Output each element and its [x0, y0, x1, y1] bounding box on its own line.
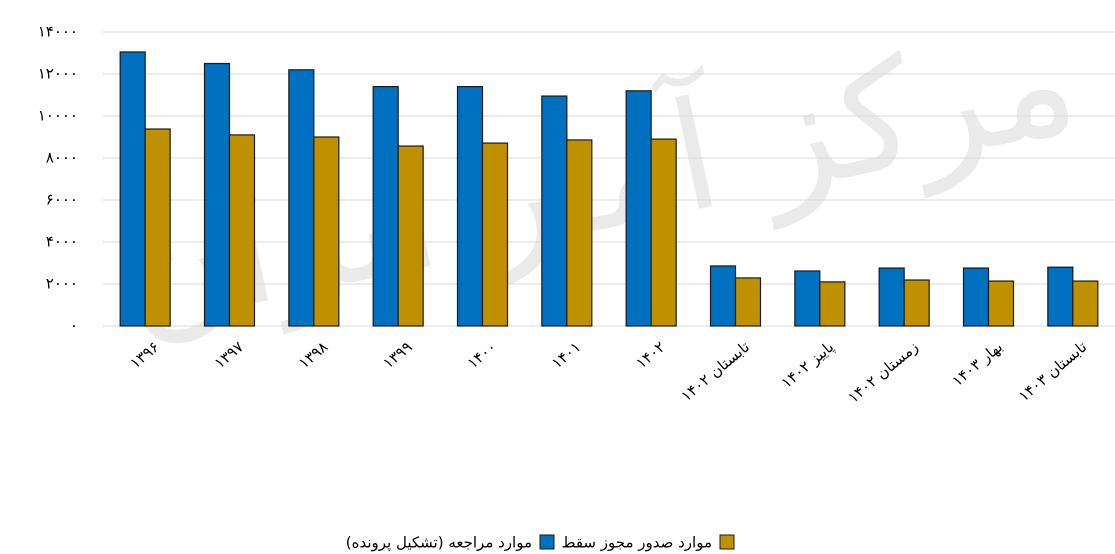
- bar: [119, 51, 146, 327]
- y-tick-label: ۱٠٠٠٠: [38, 107, 78, 125]
- bar: [288, 69, 315, 327]
- x-tick-label: تابستان ۱۴۰۲: [677, 338, 752, 405]
- bar: [203, 62, 231, 327]
- y-tick-label: ٠: [70, 317, 78, 335]
- x-tick-label: بهار ۱۴۰۳: [949, 338, 1006, 390]
- bar: [397, 145, 424, 327]
- bar: [650, 138, 677, 327]
- bar: [1047, 266, 1074, 327]
- x-tick-label: ۱۴۰۲: [632, 338, 668, 373]
- x-tick-label: ۱۳۹۹: [379, 338, 415, 373]
- x-tick-label: تابستان ۱۴۰۳: [1015, 338, 1090, 405]
- bar: [541, 95, 568, 327]
- legend-swatch: [539, 534, 555, 550]
- bar: [987, 280, 1015, 327]
- bar: [794, 270, 821, 327]
- x-tick-label: زمستان ۱۴۰۲: [844, 338, 921, 407]
- bar: [1072, 280, 1099, 327]
- y-tick-label: ۴٠٠٠: [46, 233, 78, 251]
- y-tick-label: ۱۲٠٠٠: [38, 65, 78, 83]
- bar: [481, 142, 509, 327]
- bar: [709, 265, 737, 327]
- y-tick-label: ۱۴٠٠٠: [38, 23, 78, 41]
- bar: [456, 85, 484, 327]
- bar: [372, 85, 399, 327]
- bar: [228, 134, 256, 327]
- bar: [313, 136, 340, 327]
- x-tick-label: ۱۴۰۰: [464, 338, 500, 373]
- y-tick-label: ۸٠٠٠: [46, 149, 78, 167]
- bar: [903, 279, 930, 327]
- bar: [962, 267, 990, 327]
- bar: [819, 281, 846, 327]
- bar: [625, 90, 652, 327]
- legend-label: موارد صدور مجوز سقط: [562, 534, 712, 552]
- x-tick-label: ۱۳۹۸: [295, 338, 331, 373]
- y-tick-label: ۲٠٠٠: [46, 275, 78, 293]
- x-tick-label: پاییز ۱۴۰۲: [778, 338, 838, 393]
- x-tick-label: ۱۴۰۱: [548, 338, 584, 373]
- bar: [734, 277, 762, 327]
- legend-label: موارد مراجعه (تشکیل پرونده): [346, 534, 532, 553]
- bar: [566, 139, 593, 327]
- bar: [878, 267, 905, 327]
- bar: [144, 128, 171, 327]
- y-tick-label: ۶٠٠٠: [46, 191, 78, 209]
- legend-swatch: [719, 534, 735, 550]
